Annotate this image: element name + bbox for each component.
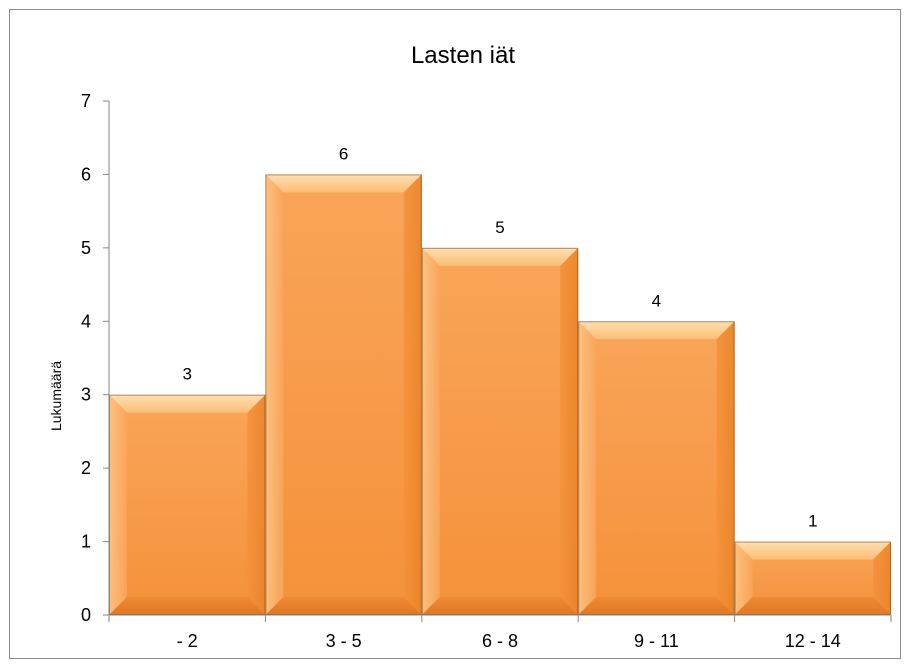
y-tick-label: 6 — [81, 164, 91, 184]
bar-body — [265, 174, 422, 615]
y-axis-title: Lukumäärä — [48, 361, 64, 431]
bars-group — [109, 174, 891, 616]
y-axis-ticks: 0 1 2 3 4 5 6 7 — [81, 91, 109, 625]
bar-bevel-right — [247, 394, 266, 615]
bar-body — [421, 247, 579, 615]
bar-body — [578, 321, 735, 615]
bar-bevel-left — [265, 174, 284, 615]
bar-bevel-bottom — [578, 597, 735, 615]
bar-body — [109, 394, 266, 615]
bar-bevel-top — [109, 394, 266, 413]
bar — [734, 541, 891, 615]
bar-bevel-bottom — [265, 597, 422, 615]
x-tick-label: 6 - 8 — [482, 631, 518, 651]
data-labels-group: 3 6 5 4 1 — [182, 144, 817, 530]
bar — [421, 247, 579, 615]
bar-bevel-right — [403, 174, 422, 615]
data-label: 3 — [182, 365, 191, 384]
x-tick-label: 9 - 11 — [634, 631, 679, 651]
x-tick-label: 12 - 14 — [785, 631, 841, 651]
bar-bevel-top — [421, 247, 579, 266]
y-tick-label: 4 — [81, 311, 91, 331]
bar — [265, 174, 422, 616]
y-tick-label: 2 — [81, 458, 91, 478]
x-axis-ticks: - 2 3 - 5 6 - 8 9 - 11 12 - 14 — [108, 615, 892, 651]
bar-bevel-top — [734, 541, 891, 560]
bar-bevel-right — [560, 247, 579, 615]
bar-bevel-bottom — [734, 597, 891, 615]
bar-bevel-left — [734, 541, 753, 615]
bar-bevel-bottom — [421, 597, 579, 615]
bar-bevel-top — [265, 174, 422, 193]
bar-bevel-top — [578, 321, 735, 340]
chart-title: Lasten iät — [411, 42, 515, 69]
y-tick-label: 0 — [81, 605, 91, 625]
bar — [578, 321, 735, 615]
bar-bevel-right — [716, 321, 735, 615]
data-label: 1 — [808, 512, 817, 531]
x-tick-label: 3 - 5 — [326, 631, 362, 651]
y-tick-label: 7 — [81, 91, 91, 111]
data-label: 5 — [495, 218, 504, 237]
x-tick-label: - 2 — [177, 631, 198, 651]
bar-bevel-left — [109, 394, 127, 615]
data-label: 4 — [652, 291, 661, 310]
bar-bevel-left — [421, 247, 440, 615]
data-label: 6 — [339, 144, 348, 163]
bar-bevel-right — [873, 541, 891, 615]
bar — [109, 394, 266, 616]
y-tick-label: 5 — [81, 238, 91, 258]
y-tick-label: 3 — [81, 385, 91, 405]
bar-bevel-bottom — [109, 597, 266, 615]
y-tick-label: 1 — [81, 532, 91, 552]
bar-bevel-left — [578, 321, 597, 615]
